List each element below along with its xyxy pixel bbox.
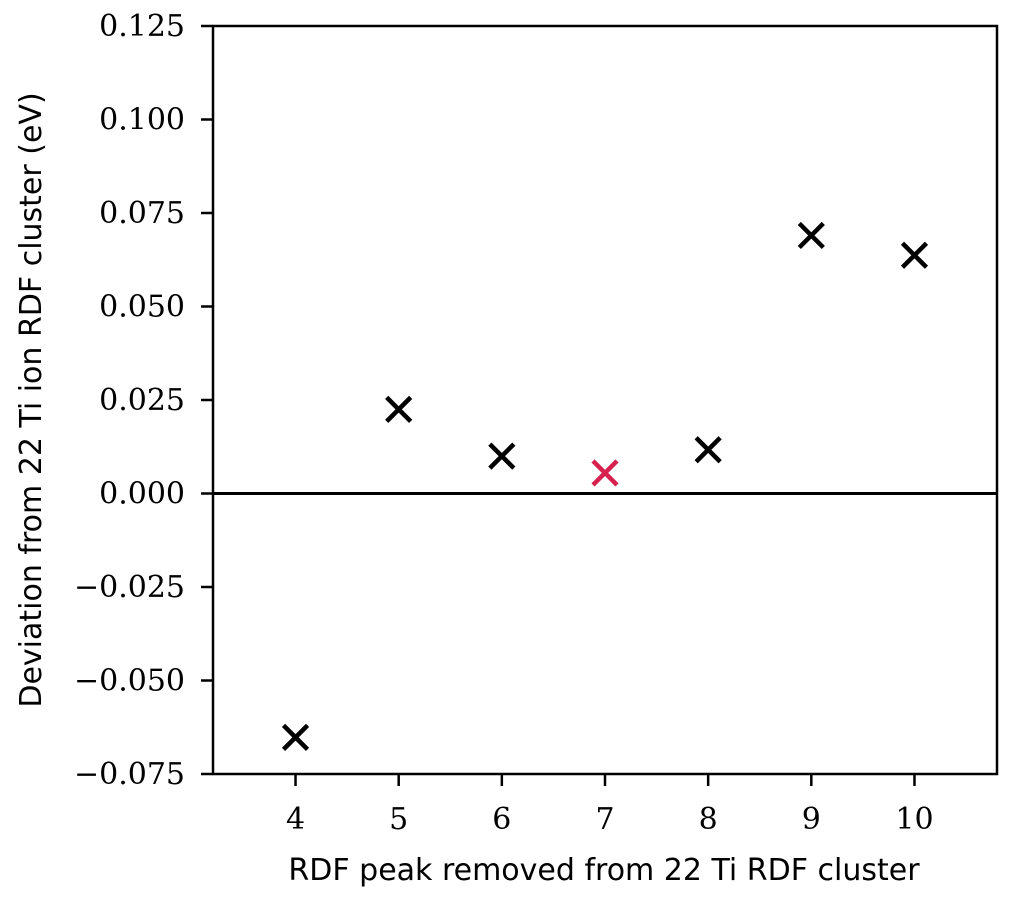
x-tick-label: 8 — [699, 802, 718, 837]
y-tick-label: 0.075 — [99, 196, 185, 231]
y-axis-label: Deviation from 22 Ti ion RDF cluster (eV… — [14, 92, 49, 707]
x-tick-label: 5 — [389, 802, 408, 837]
x-axis-label: RDF peak removed from 22 Ti RDF cluster — [288, 853, 920, 888]
data-point-x-marker — [694, 436, 722, 464]
data-point-x-marker — [591, 459, 619, 487]
data-point-x-marker — [900, 241, 929, 269]
y-tick-label: 0.050 — [99, 290, 185, 325]
y-tick-label: −0.075 — [74, 757, 185, 792]
data-point-x-marker — [488, 442, 516, 470]
x-tick-label: 9 — [802, 802, 821, 837]
y-tick-label: 0.000 — [99, 477, 185, 512]
x-tick-label: 10 — [895, 802, 933, 837]
x-tick-label: 7 — [595, 802, 614, 837]
x-tick-label: 6 — [492, 802, 511, 837]
y-tick-label: 0.125 — [99, 9, 185, 44]
data-point-x-marker — [385, 395, 413, 423]
plot-marks — [213, 221, 997, 751]
data-point-x-marker — [797, 221, 825, 250]
plot-frame — [211, 24, 999, 776]
data-point-x-marker — [281, 723, 310, 751]
axes: −0.075 −0.050 −0.025 0.000 0.025 0.050 0.075 0.… — [74, 9, 999, 837]
y-tick-label: −0.050 — [74, 664, 185, 699]
y-tick-label: 0.100 — [99, 103, 185, 138]
x-tick-label: 4 — [286, 802, 305, 837]
y-tick-label: −0.025 — [74, 570, 185, 605]
y-tick-label: 0.025 — [99, 383, 185, 418]
